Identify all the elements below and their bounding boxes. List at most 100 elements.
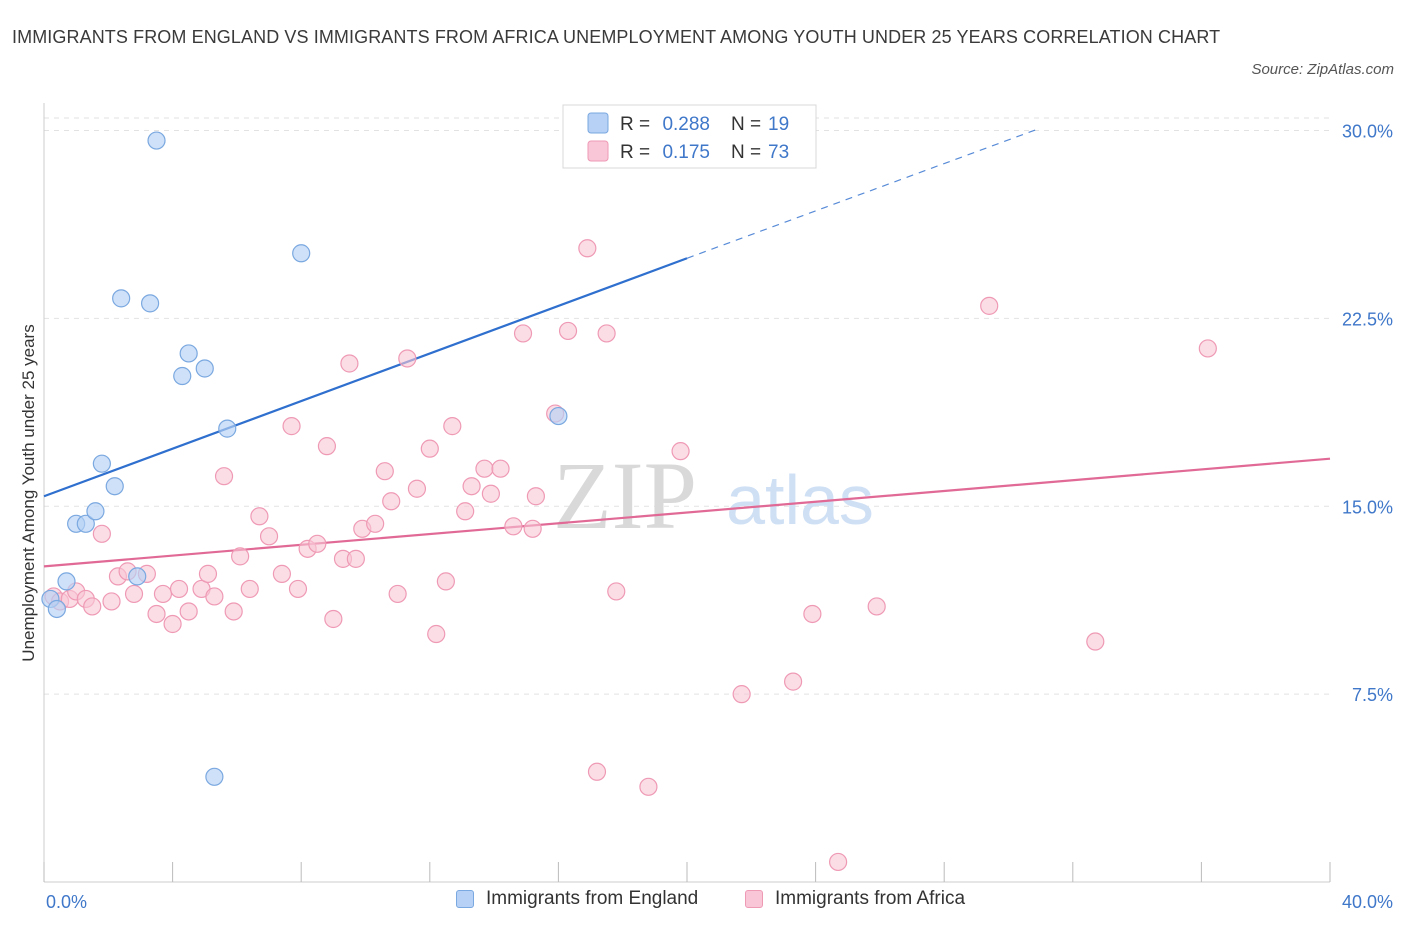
england-point	[549, 406, 568, 426]
england-point	[86, 502, 105, 521]
africa-point	[346, 549, 365, 568]
legend-item-england: Immigrants from England	[456, 888, 698, 910]
england-point	[47, 599, 66, 619]
axes	[43, 103, 1331, 883]
england-point	[205, 767, 224, 786]
england-point	[57, 572, 76, 591]
y-tick-label: 7.5%	[1352, 685, 1393, 705]
africa-point	[436, 572, 455, 591]
africa-point	[163, 614, 182, 634]
data-points	[41, 131, 1217, 872]
x-tick-label: 0.0%	[46, 892, 87, 912]
africa-point	[124, 584, 144, 604]
england-point	[76, 514, 95, 533]
africa-point	[214, 467, 234, 486]
england-point	[147, 131, 166, 150]
africa-point	[308, 534, 327, 553]
africa-point	[179, 602, 198, 621]
source-label: Source: ZipAtlas.com	[1251, 61, 1394, 78]
africa-point	[867, 597, 886, 616]
africa-point	[375, 462, 394, 481]
africa-point	[427, 624, 446, 644]
africa-point	[597, 324, 616, 343]
legend-item-africa: Immigrants from Africa	[745, 888, 965, 910]
africa-point	[102, 592, 121, 611]
y-tick-label: 22.5%	[1342, 309, 1393, 329]
africa-point	[578, 239, 597, 258]
africa-point	[607, 582, 626, 601]
africa-point	[980, 296, 999, 315]
legend-r-value: 0.175	[662, 142, 710, 163]
africa-point	[205, 587, 224, 606]
england-trend-line	[43, 257, 688, 498]
africa-point	[317, 437, 337, 456]
africa-point	[224, 602, 243, 621]
legend-swatch-africa	[587, 140, 609, 162]
africa-point	[803, 604, 822, 624]
chart-title: IMMIGRANTS FROM ENGLAND VS IMMIGRANTS FR…	[12, 27, 1221, 47]
x-tick-labels: 0.0% 40.0%	[46, 892, 1393, 912]
africa-point	[1198, 339, 1217, 358]
africa-point	[240, 579, 259, 599]
africa-point	[491, 459, 510, 478]
legend-n-label: N =	[731, 114, 761, 135]
legend-n-value: 73	[768, 142, 789, 163]
legend-n-value: 19	[768, 114, 789, 135]
legend-bottom: Immigrants from England Immigrants from …	[0, 888, 1406, 918]
africa-point	[198, 564, 218, 583]
england-point	[105, 477, 124, 496]
africa-point	[783, 672, 803, 691]
africa-point	[526, 487, 545, 506]
legend-swatch-africa	[745, 890, 763, 908]
legend-n-label: N =	[731, 142, 761, 163]
africa-point	[1086, 632, 1105, 651]
africa-point	[288, 579, 308, 599]
africa-point	[558, 321, 578, 341]
africa-point	[340, 354, 359, 373]
africa-point	[259, 527, 279, 546]
africa-point	[366, 514, 385, 533]
africa-point	[272, 564, 292, 583]
england-point	[218, 419, 237, 438]
africa-point	[282, 417, 301, 436]
africa-point	[639, 777, 658, 796]
legend-swatch-england	[456, 890, 474, 908]
africa-point	[587, 762, 607, 781]
england-point	[173, 366, 192, 386]
england-point	[195, 359, 214, 378]
africa-point	[671, 442, 690, 461]
africa-point	[462, 477, 481, 496]
legend-r-label: R =	[620, 142, 650, 163]
y-tick-label: 15.0%	[1342, 497, 1393, 517]
africa-point	[456, 502, 475, 521]
england-point	[179, 344, 198, 363]
england-point	[292, 244, 311, 263]
africa-point	[829, 852, 848, 872]
africa-point	[324, 609, 343, 629]
legend-label-england: Immigrants from England	[486, 888, 699, 909]
africa-point	[407, 479, 427, 498]
watermark-atlas: atlas	[726, 461, 874, 539]
england-point	[140, 294, 160, 313]
africa-point	[420, 439, 439, 458]
africa-point	[443, 417, 462, 436]
x-tick-label: 40.0%	[1342, 892, 1393, 912]
england-point	[92, 454, 111, 473]
england-point	[128, 567, 147, 586]
legend-swatch-england	[587, 112, 609, 134]
africa-point	[83, 597, 102, 616]
legend-r-value: 0.288	[662, 114, 710, 135]
africa-point	[153, 584, 173, 604]
africa-point	[513, 324, 533, 343]
africa-point	[732, 685, 751, 704]
africa-point	[481, 484, 500, 503]
legend-label-africa: Immigrants from Africa	[775, 888, 966, 909]
africa-point	[523, 519, 542, 538]
legend-r-label: R =	[620, 114, 650, 135]
legend-top: R = 0.288 N = 19 R = 0.175 N = 73	[562, 104, 817, 169]
africa-point	[92, 524, 111, 543]
trend-lines	[43, 127, 1331, 568]
africa-point	[388, 584, 407, 604]
africa-trend-line	[43, 457, 1331, 568]
africa-point	[504, 517, 523, 536]
